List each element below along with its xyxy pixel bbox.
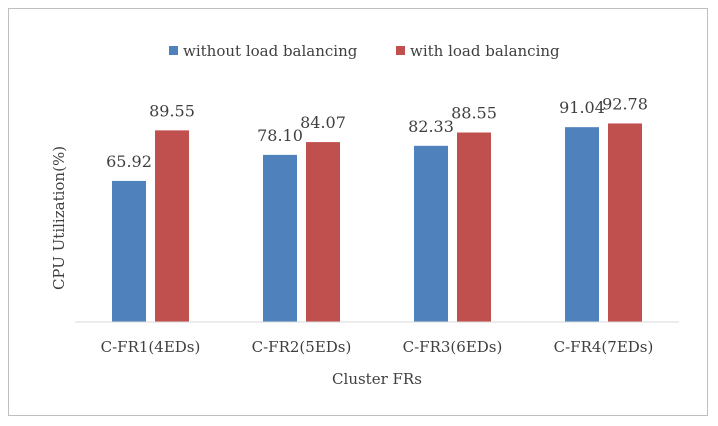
bar-series1-cat3 (414, 145, 448, 322)
x-tick-label-2: C-FR2(5EDs) (252, 338, 352, 356)
bar-series1-cat2 (263, 154, 297, 322)
data-label-series1-cat4: 91.04 (559, 98, 605, 117)
bar-series2-cat2 (306, 142, 340, 322)
x-tick-label-1: C-FR1(4EDs) (101, 338, 201, 356)
bar-series2-cat4 (608, 123, 642, 322)
x-tick-label-3: C-FR3(6EDs) (403, 338, 503, 356)
bar-series2-cat1 (155, 130, 189, 322)
data-label-series2-cat1: 89.55 (149, 101, 195, 120)
data-label-series1-cat3: 82.33 (408, 117, 454, 136)
legend-label-with-load-balancing: with load balancing (410, 42, 560, 60)
bars-group (112, 123, 642, 322)
legend-swatch-without-load-balancing (169, 46, 178, 55)
data-label-series2-cat2: 84.07 (300, 113, 346, 132)
bar-series1-cat1 (112, 180, 146, 322)
y-axis-title: CPU Utilization(%) (50, 146, 68, 290)
data-label-series2-cat4: 92.78 (602, 94, 648, 113)
bar-series2-cat3 (457, 132, 491, 322)
x-tick-label-4: C-FR4(7EDs) (554, 338, 654, 356)
legend: without load balancing with load balanci… (169, 42, 560, 60)
x-axis-title: Cluster FRs (332, 370, 422, 388)
legend-label-without-load-balancing: without load balancing (183, 42, 358, 60)
bar-series1-cat4 (565, 127, 599, 322)
data-label-series1-cat1: 65.92 (106, 152, 152, 171)
data-label-series1-cat2: 78.10 (257, 126, 303, 145)
x-tick-labels: C-FR1(4EDs) C-FR2(5EDs) C-FR3(6EDs) C-FR4(7… (101, 338, 654, 356)
legend-swatch-with-load-balancing (396, 46, 405, 55)
data-label-series2-cat3: 88.55 (451, 104, 497, 123)
